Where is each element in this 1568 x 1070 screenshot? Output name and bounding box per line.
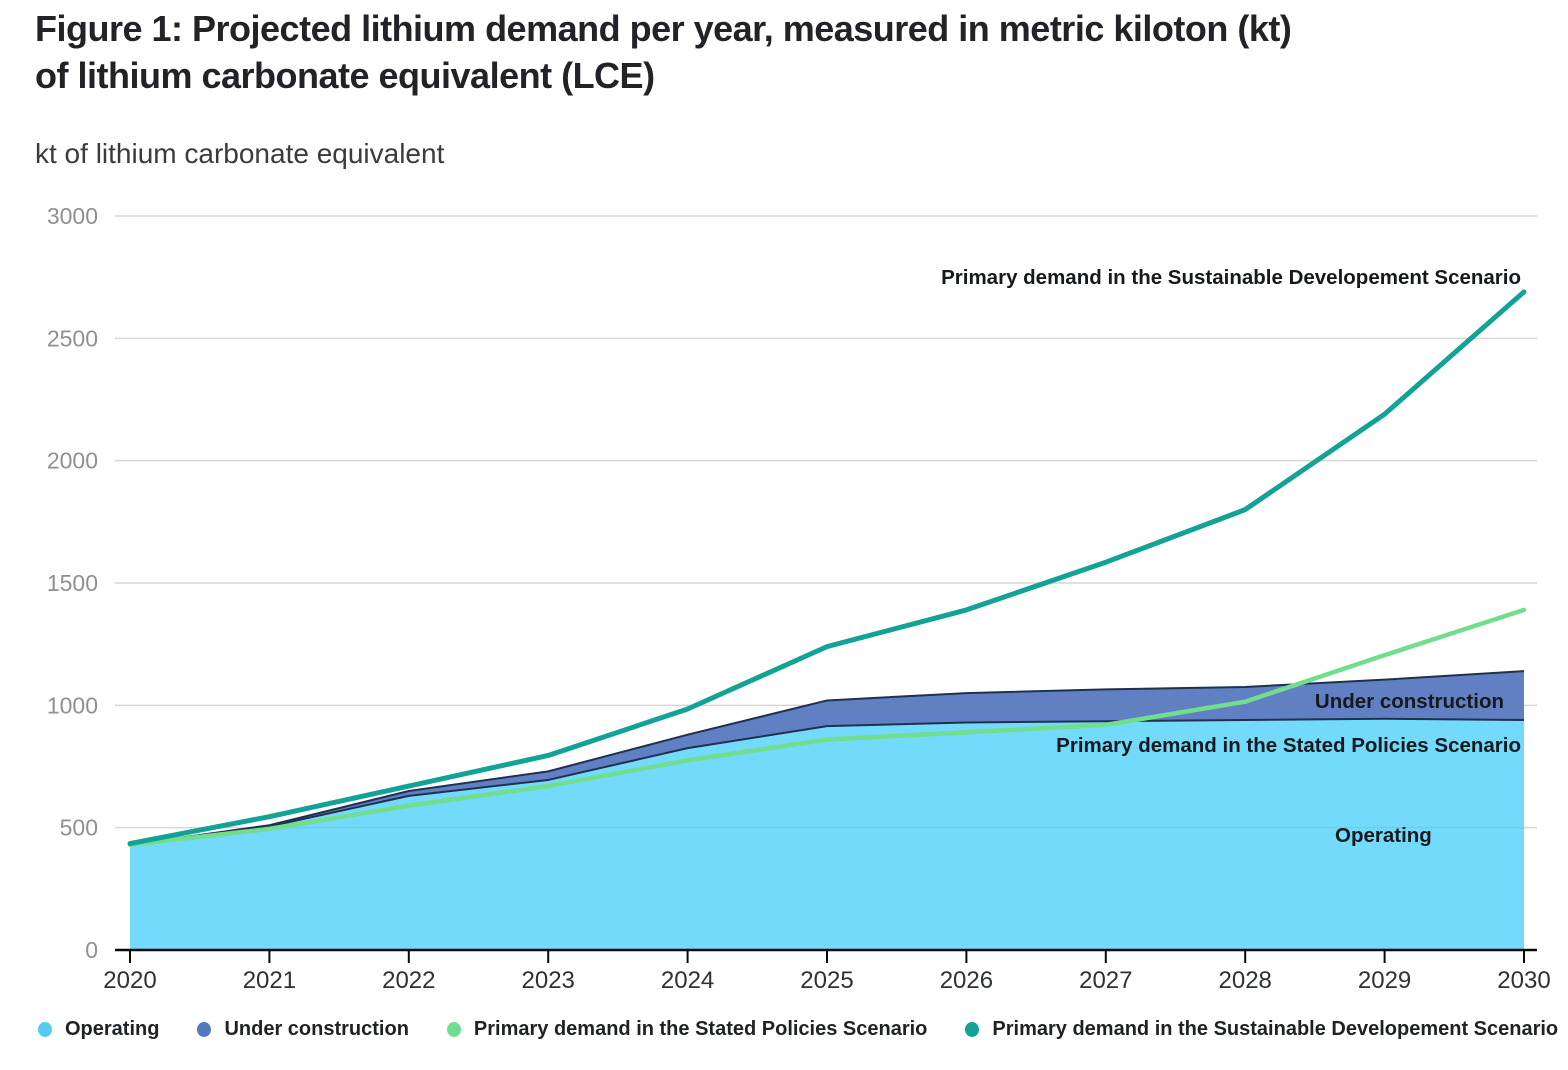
legend-label: Primary demand in the Stated Policies Sc… <box>473 1018 928 1040</box>
sustainable-development-line <box>127 289 1527 847</box>
y-axis-unit-label: kt of lithium carbonate equivalent <box>35 138 445 169</box>
operating-area <box>130 718 1524 950</box>
figure-title: Figure 1: Projected lithium demand per y… <box>35 6 1515 100</box>
legend-dot-icon <box>38 1022 52 1037</box>
x-tick-label: 2029 <box>1358 967 1411 994</box>
legend-dot-icon <box>965 1022 980 1037</box>
x-tick-label: 2022 <box>382 967 435 994</box>
legend-label: Under construction <box>224 1018 409 1040</box>
x-tick-label: 2026 <box>940 967 993 994</box>
stated-policies-line <box>127 607 1527 848</box>
legend-item: Primary demand in the Stated Policies Sc… <box>446 1018 928 1041</box>
y-tick-label: 2500 <box>47 325 98 351</box>
y-tick-label: 2000 <box>47 448 98 474</box>
y-tick-label: 500 <box>60 815 98 841</box>
y-tick-label: 1000 <box>47 692 98 718</box>
x-tick-label: 2030 <box>1497 967 1550 994</box>
chart-legend: Operating Under construction Primary deman… <box>0 1018 1568 1041</box>
y-tick-label: 0 <box>85 937 98 963</box>
annotation-operating: Operating <box>1335 824 1432 847</box>
figure-title-line1: Figure 1: Projected lithium demand per y… <box>35 8 1292 49</box>
annotation-stated-policies: Primary demand in the Stated Policies Sc… <box>1056 734 1521 757</box>
legend-label: Primary demand in the Sustainable Develo… <box>992 1018 1559 1040</box>
x-tick-label: 2020 <box>103 967 156 994</box>
x-tick-label: 2024 <box>661 967 714 994</box>
annotation-sustainable-scenario: Primary demand in the Sustainable Develo… <box>941 266 1521 289</box>
figure-title-line2: of lithium carbonate equivalent (LCE) <box>35 54 655 96</box>
legend-dot-icon <box>446 1022 461 1037</box>
legend-item: Primary demand in the Sustainable Develo… <box>965 1018 1558 1041</box>
y-tick-label: 3000 <box>47 203 98 229</box>
y-tick-label: 1500 <box>47 570 98 596</box>
legend-item: Under construction <box>197 1018 409 1041</box>
legend-item: Operating <box>38 1018 159 1041</box>
annotation-under-construction: Under construction <box>1314 690 1504 713</box>
x-tick-label: 2023 <box>522 967 575 994</box>
legend-label: Operating <box>65 1018 160 1040</box>
x-tick-label: 2021 <box>243 967 296 994</box>
x-tick-label: 2028 <box>1219 967 1272 994</box>
legend-dot-icon <box>197 1022 212 1037</box>
operating-top-edge <box>129 717 1525 846</box>
x-tick-label: 2027 <box>1079 967 1132 994</box>
x-tick-label: 2025 <box>800 967 853 994</box>
